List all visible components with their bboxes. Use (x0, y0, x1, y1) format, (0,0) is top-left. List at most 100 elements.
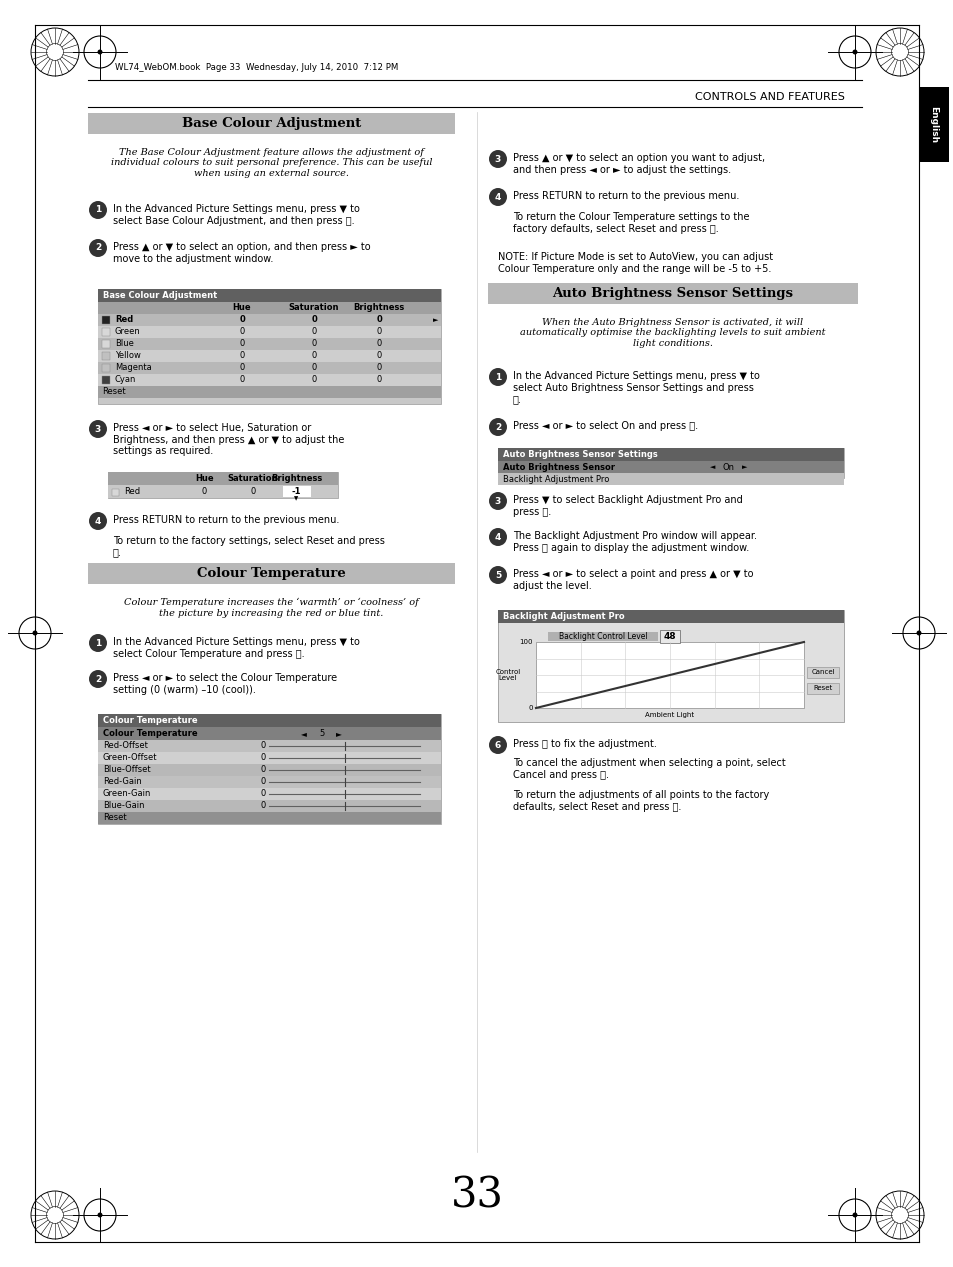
FancyBboxPatch shape (102, 328, 110, 336)
Text: 0: 0 (239, 364, 244, 372)
Text: On: On (721, 462, 734, 471)
Text: Hue: Hue (233, 304, 251, 313)
FancyBboxPatch shape (98, 326, 440, 338)
Text: 100: 100 (519, 639, 533, 645)
FancyBboxPatch shape (98, 753, 440, 764)
Circle shape (489, 492, 506, 511)
Text: Press ▲ or ▼ to select an option, and then press ► to
move to the adjustment win: Press ▲ or ▼ to select an option, and th… (112, 242, 370, 264)
FancyBboxPatch shape (98, 338, 440, 350)
Text: ▼: ▼ (294, 497, 298, 502)
FancyBboxPatch shape (98, 727, 440, 740)
FancyBboxPatch shape (102, 364, 110, 372)
Text: Cyan: Cyan (115, 375, 136, 384)
Text: Blue: Blue (115, 340, 133, 348)
FancyBboxPatch shape (98, 812, 440, 824)
Text: 0: 0 (528, 704, 533, 711)
Circle shape (489, 367, 506, 386)
Text: 0: 0 (260, 754, 265, 763)
FancyBboxPatch shape (806, 666, 838, 678)
Text: 1: 1 (495, 372, 500, 381)
FancyBboxPatch shape (98, 715, 440, 727)
Text: Cancel: Cancel (810, 669, 834, 675)
FancyBboxPatch shape (108, 473, 337, 498)
FancyBboxPatch shape (659, 630, 679, 642)
Text: ►: ► (335, 729, 341, 737)
Text: 0: 0 (376, 327, 381, 337)
Text: Reset: Reset (102, 388, 126, 397)
Circle shape (89, 419, 107, 438)
Text: Auto Brightness Sensor: Auto Brightness Sensor (502, 462, 615, 471)
FancyBboxPatch shape (98, 775, 440, 788)
Text: Backlight Adjustment Pro: Backlight Adjustment Pro (502, 475, 609, 484)
Text: 0: 0 (239, 340, 244, 348)
FancyBboxPatch shape (488, 283, 857, 304)
FancyBboxPatch shape (98, 386, 440, 398)
FancyBboxPatch shape (98, 302, 440, 314)
Circle shape (916, 631, 921, 636)
Text: 4: 4 (94, 517, 101, 526)
FancyBboxPatch shape (98, 350, 440, 362)
Circle shape (489, 566, 506, 584)
Text: ◄: ◄ (300, 729, 307, 737)
FancyBboxPatch shape (98, 289, 440, 302)
Text: 0: 0 (376, 315, 382, 324)
FancyBboxPatch shape (497, 449, 843, 478)
Text: Base Colour Adjustment: Base Colour Adjustment (103, 291, 217, 300)
Text: 0: 0 (311, 340, 316, 348)
Text: Blue-Offset: Blue-Offset (103, 765, 151, 774)
Text: Saturation: Saturation (289, 304, 339, 313)
Text: Press ◄ or ► to select Hue, Saturation or
Brightness, and then press ▲ or ▼ to a: Press ◄ or ► to select Hue, Saturation o… (112, 423, 344, 456)
Text: CONTROLS AND FEATURES: CONTROLS AND FEATURES (695, 92, 844, 103)
FancyBboxPatch shape (112, 489, 119, 495)
Text: 0: 0 (250, 487, 255, 495)
Text: Auto Brightness Sensor Settings: Auto Brightness Sensor Settings (502, 450, 657, 459)
FancyBboxPatch shape (497, 461, 843, 473)
Text: NOTE: If Picture Mode is set to AutoView, you can adjust
Colour Temperature only: NOTE: If Picture Mode is set to AutoView… (497, 252, 772, 274)
Text: -1: -1 (292, 487, 301, 495)
Text: 3: 3 (495, 155, 500, 163)
Circle shape (852, 49, 857, 54)
Text: To return the Colour Temperature settings to the
factory defaults, select Reset : To return the Colour Temperature setting… (513, 212, 749, 233)
Text: Red-Offset: Red-Offset (103, 741, 148, 750)
Text: To return to the factory settings, select Reset and press
Ⓞ.: To return to the factory settings, selec… (112, 536, 384, 557)
Text: English: English (928, 106, 938, 143)
Text: 1: 1 (94, 639, 101, 647)
Text: Press RETURN to return to the previous menu.: Press RETURN to return to the previous m… (513, 191, 739, 201)
Text: 0: 0 (311, 364, 316, 372)
Text: Colour Temperature increases the ‘warmth’ or ‘coolness’ of
the picture by increa: Colour Temperature increases the ‘warmth… (124, 598, 418, 618)
Text: In the Advanced Picture Settings menu, press ▼ to
select Auto Brightness Sensor : In the Advanced Picture Settings menu, p… (513, 371, 760, 404)
Text: Red: Red (115, 315, 133, 324)
Text: 0: 0 (202, 487, 207, 495)
Circle shape (97, 1213, 102, 1218)
FancyBboxPatch shape (88, 563, 455, 584)
FancyBboxPatch shape (108, 473, 337, 485)
Text: 0: 0 (260, 802, 265, 811)
Text: Control
Level: Control Level (495, 669, 520, 682)
Text: 0: 0 (376, 364, 381, 372)
Circle shape (89, 201, 107, 219)
FancyBboxPatch shape (98, 715, 440, 824)
FancyBboxPatch shape (98, 764, 440, 775)
Text: 48: 48 (663, 632, 676, 641)
Text: 0: 0 (311, 351, 316, 361)
Text: Auto Brightness Sensor Settings: Auto Brightness Sensor Settings (552, 288, 793, 300)
Text: Brightness: Brightness (354, 304, 404, 313)
Text: 0: 0 (376, 375, 381, 384)
Text: 0: 0 (260, 778, 265, 787)
Text: Saturation: Saturation (228, 474, 278, 483)
Circle shape (97, 49, 102, 54)
Text: Press ◄ or ► to select a point and press ▲ or ▼ to
adjust the level.: Press ◄ or ► to select a point and press… (513, 569, 753, 590)
Text: 0: 0 (311, 375, 316, 384)
Circle shape (32, 631, 37, 636)
FancyBboxPatch shape (108, 485, 337, 498)
Text: Backlight Adjustment Pro: Backlight Adjustment Pro (502, 612, 624, 621)
Text: Brightness: Brightness (271, 474, 322, 483)
Text: When the Auto Brightness Sensor is activated, it will
automatically optimise the: When the Auto Brightness Sensor is activ… (519, 318, 825, 348)
Text: 3: 3 (495, 497, 500, 506)
Text: 0: 0 (376, 351, 381, 361)
Text: ►: ► (432, 317, 437, 323)
Text: Reset: Reset (103, 813, 127, 822)
Text: 1: 1 (94, 205, 101, 214)
Text: 4: 4 (495, 532, 500, 541)
Text: 0: 0 (260, 741, 265, 750)
